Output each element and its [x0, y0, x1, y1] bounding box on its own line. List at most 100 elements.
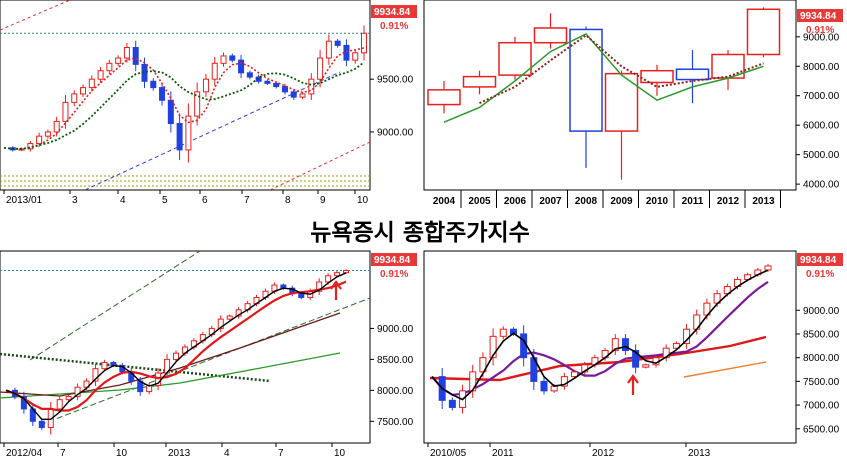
x-tick-label: 2011	[682, 196, 704, 207]
x-tick-label: 2012/04	[6, 448, 43, 459]
candle-body	[20, 396, 27, 410]
x-tick-label: 2010/05	[430, 448, 467, 459]
candles	[9, 25, 367, 163]
candle-body	[115, 57, 122, 64]
candle-body	[106, 62, 113, 72]
x-tick-label: 7	[278, 448, 284, 459]
y-tick-label: 4000.00	[803, 180, 840, 191]
candle-body	[159, 87, 166, 101]
x-tick-label: 2010	[646, 196, 669, 207]
candle-body	[56, 399, 63, 410]
x-tick-label: 2013	[168, 448, 191, 459]
candle-body	[194, 91, 201, 117]
channel-line	[0, 0, 71, 31]
candle-body	[246, 72, 253, 78]
candle-body	[97, 70, 104, 80]
candle-body	[325, 40, 332, 59]
x-tick-label: 10	[116, 448, 128, 459]
candle-body	[520, 333, 528, 359]
candle-body	[334, 272, 341, 277]
candle-body	[571, 371, 579, 378]
x-tick-label: 2013	[752, 196, 775, 207]
y-tick-label: 9000.00	[377, 127, 414, 138]
candle-body	[343, 44, 350, 61]
candle-body	[88, 78, 95, 89]
y-tick-label: 7000.00	[803, 401, 840, 412]
candle-body	[462, 75, 497, 88]
x-tick-label: 2013/01	[6, 195, 43, 206]
candle-body	[132, 47, 139, 65]
ma-line	[5, 280, 347, 412]
x-tick-label: 8	[285, 195, 291, 206]
panel-top-right: 4000.00 5000.00 6000.00 7000.00 8000.00 9000.…	[423, 0, 843, 208]
candle-body	[675, 68, 710, 81]
candle-body	[632, 350, 640, 368]
x-tick-label: 4	[120, 195, 126, 206]
channel-line	[39, 297, 370, 426]
y-tick-label: 5000.00	[803, 150, 840, 161]
candle-body	[123, 47, 130, 59]
y-tick-label: 9000.00	[803, 32, 840, 43]
candle-body	[352, 52, 359, 61]
page-title: 뉴욕증시 종합주가지수	[310, 219, 530, 246]
candle-body	[764, 265, 772, 271]
candle-body	[220, 55, 227, 64]
candle-body	[92, 368, 99, 382]
candle-body	[80, 87, 87, 95]
last-value-label: 9934.84	[374, 7, 411, 18]
candle-body	[229, 55, 236, 61]
last-value-badge	[371, 5, 417, 18]
last-value-badge	[797, 9, 843, 22]
ma-line	[431, 269, 769, 401]
candle-body	[150, 80, 157, 89]
candle-body	[226, 315, 233, 320]
x-tick-label: 2004	[433, 196, 456, 207]
last-change-label: 0.91%	[806, 25, 834, 36]
candle-body	[53, 120, 60, 133]
y-tick-label: 9000.00	[377, 324, 414, 335]
y-tick-label: 6000.00	[803, 121, 840, 132]
candle-body	[38, 420, 45, 429]
ma-line	[683, 361, 767, 378]
ma-line	[431, 280, 769, 396]
signal-arrow	[330, 280, 342, 300]
candle-body	[202, 78, 209, 93]
y-tick-label: 9500.00	[377, 75, 414, 86]
y-tick-label: 8000.00	[803, 353, 840, 364]
candle-body	[746, 8, 781, 56]
candle-body	[299, 93, 306, 98]
candle-body	[101, 361, 108, 370]
x-tick-label: 2012	[717, 196, 740, 207]
channel-line	[269, 141, 370, 190]
candle-body	[621, 338, 629, 352]
ma-line	[5, 272, 347, 420]
candle-body	[238, 59, 245, 74]
candle-body	[185, 115, 192, 151]
channel-line	[29, 251, 201, 361]
signal-arrow	[627, 374, 639, 395]
candle-body	[36, 135, 43, 145]
candle-body	[489, 335, 497, 359]
candle-body	[672, 342, 680, 349]
candle-body	[560, 376, 568, 387]
y-tick-label: 6500.00	[803, 424, 840, 435]
candle-body	[308, 78, 315, 95]
ma-line	[479, 34, 764, 105]
x-tick-label: 2012	[592, 448, 615, 459]
candle-body	[65, 396, 72, 401]
panel-bottom-left: 7500.00 8000.00 8500.00 9000.00 9934.84 0.91%…	[0, 250, 417, 459]
candle-body	[317, 57, 324, 80]
resistance-line	[0, 352, 271, 383]
plot-frame	[0, 0, 371, 191]
y-tick-label: 8500.00	[377, 355, 414, 366]
last-value-label: 9934.84	[374, 255, 411, 266]
candle-body	[167, 99, 174, 124]
candle-body	[642, 364, 650, 368]
x-tick-label: 5	[162, 195, 168, 206]
y-tick-label: 9000.00	[803, 306, 840, 317]
x-tick-label: 2008	[575, 196, 598, 207]
x-tick-label: 10	[334, 448, 346, 459]
candle-body	[498, 41, 532, 76]
candle-body	[540, 380, 548, 392]
